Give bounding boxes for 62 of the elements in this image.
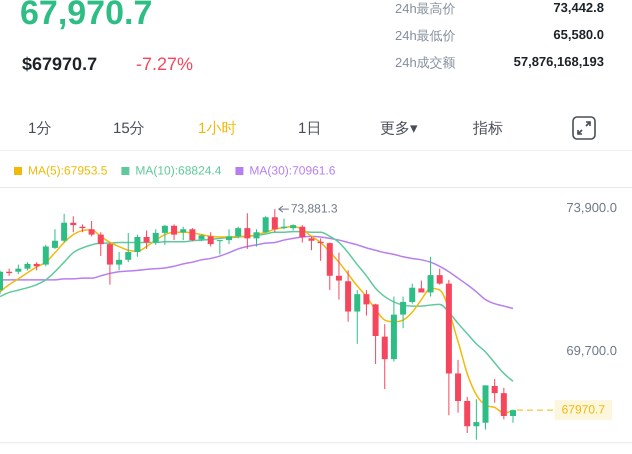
text: $67970.7: [22, 54, 98, 75]
legend-label: MA(30):70961.6: [249, 163, 336, 178]
candlestick: [262, 216, 269, 234]
text: 指标: [473, 119, 503, 138]
candlestick: [500, 387, 507, 420]
candlestick: [134, 234, 140, 258]
candlestick: [418, 280, 424, 293]
candlestick: [382, 324, 388, 390]
candlestick: [162, 224, 168, 246]
candlestick: [15, 264, 22, 275]
candlestick: [244, 212, 250, 250]
candlestick: [52, 228, 58, 250]
y-tick-label: 73,900.0: [566, 200, 617, 216]
candlestick: [189, 228, 196, 242]
text: 1小时: [198, 119, 236, 138]
text: 57,876,168,193: [514, 54, 604, 69]
candlestick: [272, 208, 278, 233]
candlestick: [354, 290, 360, 344]
annotation: 73,881.3: [290, 201, 338, 216]
candlestick: [70, 216, 76, 233]
candlestick: [254, 228, 260, 248]
text: 73,442.8: [553, 0, 604, 15]
text: 67,970.7: [20, 0, 152, 33]
candlestick: [436, 268, 443, 286]
text: 65,580.0: [553, 27, 604, 42]
ref-line-label: 67970.7: [562, 402, 606, 416]
candlestick: [400, 296, 406, 329]
candlestick: [106, 242, 113, 286]
candlestick: [308, 236, 314, 251]
candlestick: [409, 283, 416, 304]
candlestick: [363, 290, 370, 316]
candlestick: [208, 232, 214, 248]
candlestick: [125, 232, 132, 263]
text: -7.27%: [136, 54, 194, 75]
candlestick: [492, 378, 498, 404]
text: 24h最高价: [395, 0, 456, 18]
candlestick: [98, 232, 104, 257]
text: 1日: [298, 119, 322, 138]
legend-label: MA(5):67953.5: [28, 163, 108, 178]
candlestick: [61, 213, 68, 243]
candlestick: [299, 224, 306, 243]
candlestick: [42, 244, 49, 267]
candlestick: [152, 228, 159, 246]
candlestick: [88, 220, 95, 237]
candlestick: [180, 226, 186, 241]
candlestick: [226, 228, 232, 245]
candlestick: [428, 256, 434, 298]
y-tick-label: 69,700.0: [566, 342, 617, 358]
text: 更多▾: [380, 119, 418, 138]
text: 24h成交额: [395, 54, 456, 72]
candlestick: [116, 251, 122, 271]
legend-label: MA(10):68824.4: [135, 163, 222, 178]
candlestick: [144, 230, 150, 250]
candlestick: [473, 398, 480, 440]
candlestick: [171, 224, 178, 241]
text: 15分: [113, 119, 145, 138]
candlestick: [216, 240, 223, 255]
text: 1分: [28, 119, 52, 138]
candlestick: [336, 252, 342, 300]
text: 24h最低价: [395, 27, 456, 45]
candlestick: [510, 409, 516, 424]
candlestick: [235, 226, 242, 239]
